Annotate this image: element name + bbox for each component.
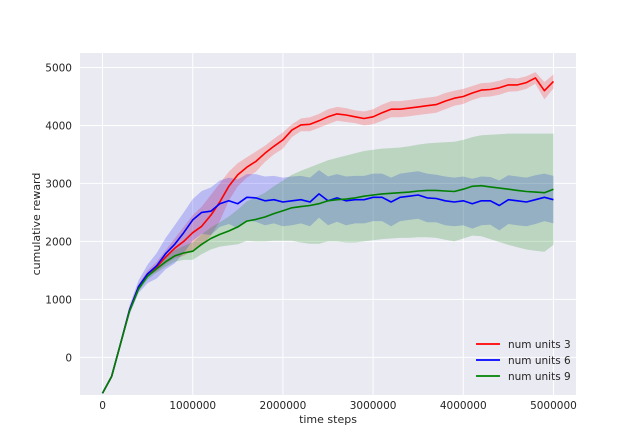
y-tick-label: 0 <box>65 352 72 364</box>
series-3-line <box>101 184 554 394</box>
y-tick-label: 2000 <box>45 236 72 248</box>
y-tick-label: 1000 <box>45 294 72 306</box>
y-axis-label: cumulative reward <box>30 173 43 276</box>
y-tick-label: 4000 <box>45 120 72 132</box>
y-tick-label: 3000 <box>45 178 72 190</box>
x-tick-label: 2000000 <box>260 400 307 412</box>
legend-label: num units 9 <box>508 371 571 383</box>
series-3-band <box>102 133 554 395</box>
x-tick-label: 0 <box>99 400 106 412</box>
grid <box>80 53 576 395</box>
series-lines <box>101 77 555 394</box>
y-tick-label: 5000 <box>45 62 72 74</box>
series-2-band <box>102 170 554 395</box>
legend-label: num units 6 <box>508 355 571 367</box>
legend-label: num units 3 <box>508 339 571 351</box>
tick-labels: 0 1000000 2000000 3000000 4000000 5000000 0 100… <box>45 62 577 412</box>
x-tick-label: 1000000 <box>169 400 216 412</box>
x-tick-label: 5000000 <box>530 400 577 412</box>
legend: num units 3 num units 6 num units 9 <box>476 339 571 383</box>
plot-area <box>80 53 576 395</box>
x-tick-label: 4000000 <box>440 400 487 412</box>
x-axis-label: time steps <box>299 413 357 426</box>
series-1-line <box>101 77 555 394</box>
x-tick-label: 3000000 <box>350 400 397 412</box>
